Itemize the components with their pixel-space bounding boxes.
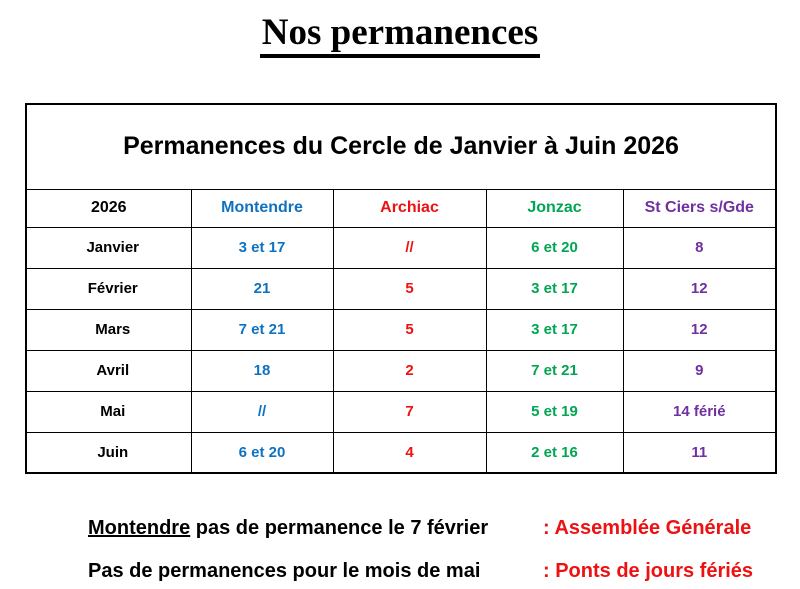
cell-archiac: 7 xyxy=(332,390,487,433)
cell-archiac: 5 xyxy=(332,267,487,310)
month-label: Février xyxy=(25,267,192,310)
cell-jonzac: 7 et 21 xyxy=(485,349,624,392)
column-header-year: 2026 xyxy=(25,188,192,228)
cell-archiac: 5 xyxy=(332,308,487,351)
cell-jonzac: 6 et 20 xyxy=(485,226,624,269)
table-header-row: 2026 Montendre Archiac Jonzac St Ciers s… xyxy=(25,188,777,228)
cell-st-ciers: 8 xyxy=(622,226,777,269)
table-row-avril: Avril 18 2 7 et 21 9 xyxy=(25,349,777,392)
cell-montendre: // xyxy=(190,390,334,433)
month-label: Janvier xyxy=(25,226,192,269)
cell-jonzac: 2 et 16 xyxy=(485,431,624,474)
table-row-janvier: Janvier 3 et 17 // 6 et 20 8 xyxy=(25,226,777,269)
cell-st-ciers: 12 xyxy=(622,308,777,351)
note-1-text: pas de permanence le 7 février xyxy=(190,517,489,539)
month-label: Mai xyxy=(25,390,192,433)
cell-jonzac: 3 et 17 xyxy=(485,267,624,310)
cell-jonzac: 3 et 17 xyxy=(485,308,624,351)
cell-montendre: 18 xyxy=(190,349,334,392)
cell-archiac: // xyxy=(332,226,487,269)
month-label: Mars xyxy=(25,308,192,351)
page-header: Nos permanences xyxy=(0,0,800,58)
table-row-mai: Mai // 7 5 et 19 14 férié xyxy=(25,390,777,433)
permanences-table: Permanences du Cercle de Janvier à Juin … xyxy=(25,103,778,474)
table-row-juin: Juin 6 et 20 4 2 et 16 11 xyxy=(25,431,777,474)
note-1-highlight: : Assemblée Générale xyxy=(543,517,752,539)
cell-st-ciers: 12 xyxy=(622,267,777,310)
note-1-black-text: Montendre pas de permanence le 7 février xyxy=(88,515,543,541)
note-1-underlined-word: Montendre xyxy=(88,517,191,539)
note-2-highlight: : Ponts de jours fériés xyxy=(543,560,754,582)
note-2-text: Pas de permanences pour le mois de mai xyxy=(88,560,481,582)
table-caption: Permanences du Cercle de Janvier à Juin … xyxy=(25,103,777,190)
column-header-jonzac: Jonzac xyxy=(485,188,624,228)
cell-archiac: 2 xyxy=(332,349,487,392)
month-label: Avril xyxy=(25,349,192,392)
note-line-2: Pas de permanences pour le mois de mai : … xyxy=(88,558,800,584)
table-row-mars: Mars 7 et 21 5 3 et 17 12 xyxy=(25,308,777,351)
page-title: Nos permanences xyxy=(259,13,541,58)
table-row-fevrier: Février 21 5 3 et 17 12 xyxy=(25,267,777,310)
footnotes: Montendre pas de permanence le 7 février… xyxy=(88,515,800,584)
cell-jonzac: 5 et 19 xyxy=(485,390,624,433)
cell-st-ciers: 11 xyxy=(622,431,777,474)
note-2-black-text: Pas de permanences pour le mois de mai xyxy=(88,558,543,584)
cell-montendre: 6 et 20 xyxy=(190,431,334,474)
cell-st-ciers: 14 férié xyxy=(622,390,777,433)
note-line-1: Montendre pas de permanence le 7 février… xyxy=(88,515,800,541)
cell-montendre: 3 et 17 xyxy=(190,226,334,269)
month-label: Juin xyxy=(25,431,192,474)
cell-archiac: 4 xyxy=(332,431,487,474)
column-header-st-ciers: St Ciers s/Gde xyxy=(622,188,777,228)
column-header-archiac: Archiac xyxy=(332,188,487,228)
cell-montendre: 21 xyxy=(190,267,334,310)
table-caption-row: Permanences du Cercle de Janvier à Juin … xyxy=(25,103,777,190)
column-header-montendre: Montendre xyxy=(190,188,334,228)
cell-st-ciers: 9 xyxy=(622,349,777,392)
cell-montendre: 7 et 21 xyxy=(190,308,334,351)
